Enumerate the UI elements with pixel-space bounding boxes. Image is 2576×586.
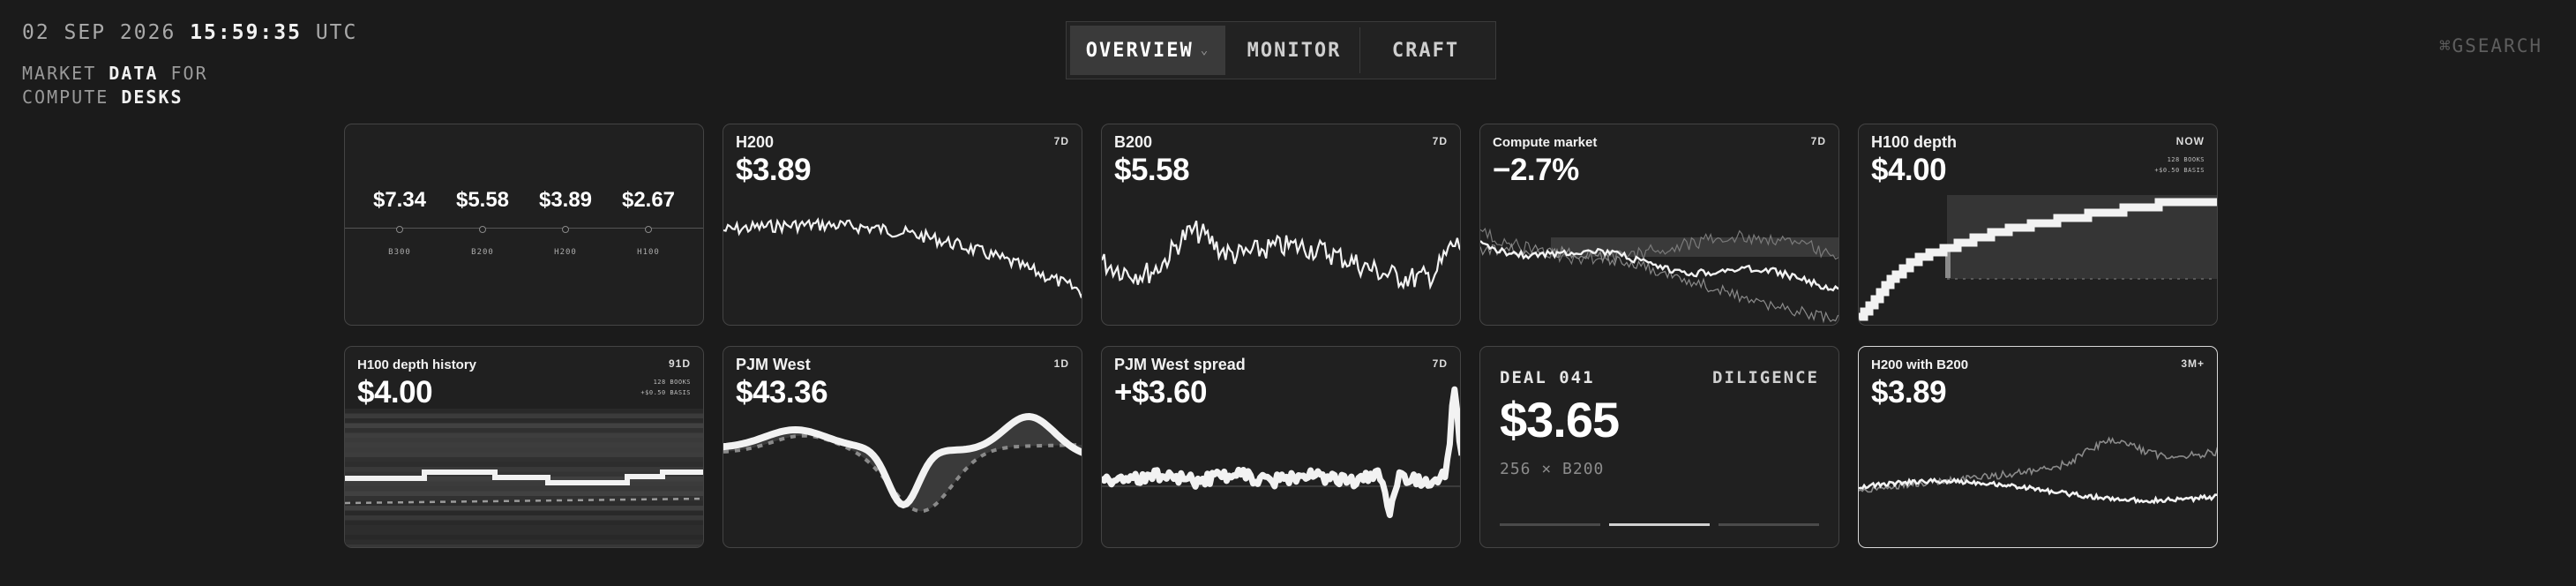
pjm-west-card[interactable]: PJM West $43.36 1D — [723, 346, 1082, 548]
summary-label-h100: H100 — [637, 248, 660, 257]
search-label: SEARCH — [2465, 35, 2542, 56]
h100-depth-chart — [1859, 195, 2217, 321]
search-button[interactable]: ⌘GSEARCH — [2439, 35, 2542, 56]
summary-marker — [645, 226, 652, 233]
summary-marker — [479, 226, 486, 233]
b200-range-tag: 7D — [1432, 135, 1448, 147]
deal-card[interactable]: DEAL 041 DILIGENCE $3.65 256 × B200 — [1479, 346, 1839, 548]
h100-depth-books: 128 BOOKS — [2167, 156, 2205, 163]
summary-price-h100: $2.67 — [621, 188, 676, 212]
h200-b200-title: H200 with B200 — [1871, 357, 1969, 372]
h100-depth-history-books: 128 BOOKS — [653, 379, 691, 386]
h100-depth-history-range-tag: 91D — [668, 357, 691, 370]
h100-depth-title: H100 depth — [1871, 133, 1958, 151]
pjm-west-spread-chart — [1102, 386, 1460, 519]
pjm-west-price: $43.36 — [736, 375, 828, 409]
h200-range-tag: 7D — [1053, 135, 1069, 147]
h100-depth-history-basis: +$0.50 BASIS — [640, 389, 691, 396]
deal-price: $3.65 — [1500, 392, 1620, 447]
deal-quantity: 256 × B200 — [1500, 460, 1605, 478]
summary-label-b300: B300 — [388, 248, 411, 257]
summary-label-b200: B200 — [471, 248, 494, 257]
deal-progress-segment-active — [1609, 523, 1710, 526]
nav-divider — [1359, 27, 1360, 73]
tagline-line-2: COMPUTE DESKS — [22, 86, 208, 109]
h100-depth-range-tag: NOW — [2175, 135, 2205, 147]
clock-date: 02 SEP 2026 — [22, 21, 176, 44]
tab-overview-label: OVERVIEW — [1085, 39, 1194, 62]
h100-depth-history-card[interactable]: H100 depth history $4.00 91D 128 BOOKS +… — [344, 346, 704, 548]
deal-status: DILIGENCE — [1712, 368, 1819, 387]
b200-card[interactable]: B200 $5.58 7D — [1101, 124, 1461, 326]
clock-time: 15:59:35 — [190, 21, 302, 44]
h200-title: H200 — [736, 133, 775, 151]
h100-depth-history-chart — [345, 409, 703, 547]
summary-label-h200: H200 — [554, 248, 577, 257]
pjm-west-range-tag: 1D — [1053, 357, 1069, 370]
h200-b200-chart — [1859, 436, 2217, 505]
h200-sparkline — [723, 217, 1082, 299]
h100-depth-price: $4.00 — [1871, 153, 1947, 187]
summary-price-h200: $3.89 — [538, 188, 593, 212]
summary-price-b300: $7.34 — [372, 188, 427, 212]
tab-monitor-label: MONITOR — [1247, 39, 1342, 62]
pjm-west-spread-value: +$3.60 — [1114, 375, 1208, 409]
tagline-word-bold: DESKS — [121, 86, 183, 108]
main-nav: OVERVIEW ⌄ MONITOR CRAFT — [1066, 21, 1496, 79]
depth-marker — [1945, 248, 1951, 278]
deal-progress-segment — [1719, 523, 1819, 526]
h200-b200-card[interactable]: H200 with B200 $3.89 3M+ — [1858, 346, 2218, 548]
tagline: MARKET DATA FOR COMPUTE DESKS — [22, 62, 208, 109]
tab-monitor[interactable]: MONITOR — [1229, 22, 1359, 79]
summary-price-b200: $5.58 — [455, 188, 510, 212]
compute-market-title: Compute market — [1493, 135, 1598, 150]
h100-depth-card[interactable]: H100 depth $4.00 NOW 128 BOOKS +$0.50 BA… — [1858, 124, 2218, 326]
pjm-west-chart — [723, 412, 1082, 514]
compute-band — [1551, 237, 1838, 257]
b200-price: $5.58 — [1114, 153, 1190, 187]
h100-depth-history-title: H100 depth history — [357, 357, 477, 372]
summary-marker — [562, 226, 569, 233]
pjm-west-spread-title: PJM West spread — [1114, 356, 1246, 373]
h200-b200-range-tag: 3M+ — [2181, 357, 2205, 370]
compute-market-change: −2.7% — [1493, 153, 1579, 187]
clock-timezone: UTC — [315, 21, 358, 44]
tab-overview[interactable]: OVERVIEW ⌄ — [1070, 26, 1225, 75]
compute-market-chart — [1480, 227, 1838, 324]
pjm-west-spread-card[interactable]: PJM West spread +$3.60 7D — [1101, 346, 1461, 548]
summary-divider — [345, 228, 703, 229]
h200-b200-price: $3.89 — [1871, 375, 1947, 409]
pjm-west-spread-range-tag: 7D — [1432, 357, 1448, 370]
deal-progress-segment — [1500, 523, 1600, 526]
tagline-word-bold: DATA — [109, 63, 159, 84]
tagline-line-1: MARKET DATA FOR — [22, 62, 208, 86]
tab-craft[interactable]: CRAFT — [1360, 22, 1491, 79]
summary-marker — [396, 226, 403, 233]
b200-sparkline — [1102, 220, 1460, 290]
h100-depth-history-price: $4.00 — [357, 375, 433, 409]
b200-title: B200 — [1114, 133, 1153, 151]
clock: 02 SEP 2026 15:59:35 UTC — [22, 21, 357, 44]
chevron-down-icon[interactable]: ⌄ — [1200, 43, 1210, 57]
compute-market-card[interactable]: Compute market −2.7% 7D — [1479, 124, 1839, 326]
h100-depth-basis: +$0.50 BASIS — [2154, 167, 2205, 174]
h200-price: $3.89 — [736, 153, 812, 187]
compute-market-range-tag: 7D — [1810, 135, 1826, 147]
deal-id: DEAL 041 — [1500, 368, 1595, 387]
pjm-west-title: PJM West — [736, 356, 811, 373]
h200-card[interactable]: H200 $3.89 7D — [723, 124, 1082, 326]
summary-card[interactable]: $7.34 $5.58 $3.89 $2.67 B300 B200 H200 H… — [344, 124, 704, 326]
tab-craft-label: CRAFT — [1391, 39, 1460, 62]
tagline-word: COMPUTE — [22, 86, 109, 108]
search-shortcut: ⌘G — [2438, 35, 2466, 56]
tagline-word: FOR — [170, 63, 208, 84]
tagline-word: MARKET — [22, 63, 97, 84]
